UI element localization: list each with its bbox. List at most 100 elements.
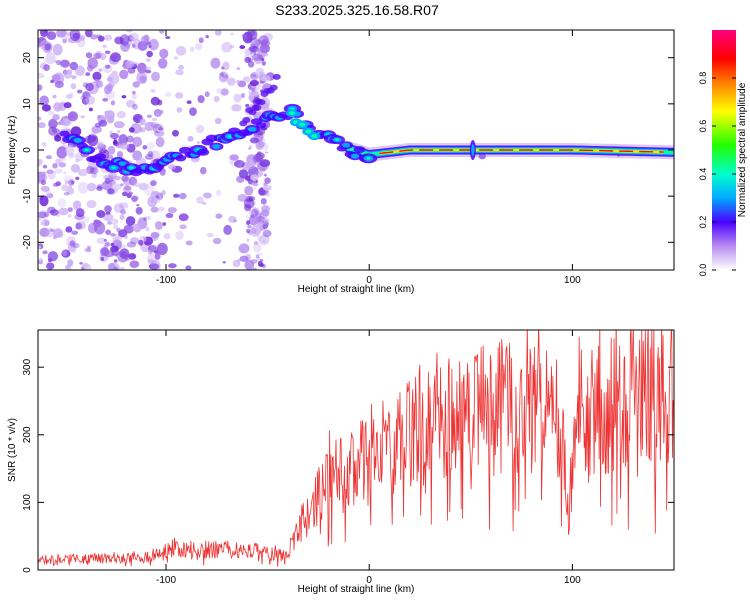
spectrogram-noise-blob <box>128 191 133 196</box>
spectrogram-noise-blob <box>112 139 118 145</box>
spectrogram-noise-blob <box>113 233 120 241</box>
spectrogram-noise-blob <box>66 69 73 74</box>
spectrogram-noise-blob <box>107 145 116 155</box>
spectrogram-noise-blob <box>124 235 128 239</box>
spectrogram-noise-blob <box>221 41 233 53</box>
spectrogram-noise-blob <box>215 213 223 219</box>
spectrogram-noise-blob <box>155 136 165 148</box>
spectrogram-noise-blob <box>174 92 184 99</box>
spectrogram-noise-blob <box>195 124 205 134</box>
spectrogram-cluster-core <box>311 134 318 139</box>
snr-line <box>38 330 674 567</box>
colorbar-tick-label: 0.6 <box>698 120 708 133</box>
spectrogram-noise-blob <box>222 261 226 264</box>
spectrogram-noise-blob <box>157 206 165 212</box>
spectrogram-noise-blob <box>63 192 70 196</box>
spectrogram-noise-blob <box>98 68 103 72</box>
spectrogram-noise-blob <box>187 135 194 142</box>
spectrogram-noise-blob <box>52 162 58 169</box>
spectrogram-noise-blob <box>264 151 269 154</box>
spectrogram-cluster-core <box>305 129 312 134</box>
spectrogram-noise-blob <box>125 99 136 108</box>
spectrogram-noise-blob <box>38 158 43 165</box>
spectrogram-noise-blob <box>111 183 122 191</box>
spectrogram-noise-blob <box>147 196 158 208</box>
spectrogram-noise-blob <box>68 179 75 186</box>
spectrogram-noise-blob <box>42 164 48 169</box>
spectrogram-noise-blob <box>260 198 267 205</box>
spectrogram-noise-blob <box>106 76 113 82</box>
spectrogram-noise-blob <box>212 237 222 245</box>
spectrogram-noise-blob <box>46 169 54 175</box>
spectrogram-noise-blob <box>52 43 63 56</box>
spectrogram-noise-blob <box>121 95 127 99</box>
spectrogram-noise-blob <box>258 35 269 46</box>
spectrogram-noise-blob <box>104 242 111 247</box>
spectrogram-cluster-core <box>299 122 306 127</box>
spectrogram-noise-blob <box>75 221 86 230</box>
spectrogram-noise-blob <box>85 166 95 175</box>
spectrogram-noise-blob <box>147 150 154 158</box>
spectrogram-noise-blob <box>249 225 261 238</box>
spectrogram-noise-blob <box>41 173 48 181</box>
colorbar-tick-label: 0.2 <box>698 216 708 229</box>
spectrogram-ridge-blob-hot <box>366 157 371 160</box>
spectrogram-noise-blob <box>138 239 144 246</box>
spectrogram-noise-blob <box>168 263 177 269</box>
spectrogram-noise-blob <box>165 213 174 219</box>
spectrogram-noise-blob <box>261 75 271 82</box>
spectrogram-noise-blob <box>119 214 125 220</box>
spectrogram-noise-blob <box>250 214 255 219</box>
spectrogram-noise-blob <box>132 81 140 88</box>
spectrogram-noise-blob <box>65 226 73 233</box>
spectrogram-noise-blob <box>119 266 126 270</box>
spectrogram-noise-blob <box>50 79 55 84</box>
spectrogram-noise-blob <box>173 193 180 198</box>
spectrogram-noise-blob <box>109 132 119 140</box>
spectrogram-noise-blob <box>38 43 42 48</box>
spectrogram-noise-blob <box>252 186 257 190</box>
spectrogram-noise-blob <box>148 263 160 270</box>
spectrogram-noise-blob <box>58 207 69 216</box>
spectrogram-noise-blob <box>46 31 57 40</box>
spectrogram-noise-blob <box>92 71 102 81</box>
spectrogram-ridge-blob-core <box>247 126 257 132</box>
spectrogram-noise-blob <box>108 171 117 179</box>
spectrogram-noise-blob <box>49 228 55 233</box>
spectrogram-noise-blob <box>126 241 137 248</box>
snr-xtick-label: 0 <box>366 575 372 586</box>
colorbar: 0.0 0.2 0.4 0.6 0.8 Normalized spectral ampl… <box>698 30 748 276</box>
spectrogram-noise-blob <box>222 74 229 79</box>
spectrogram-noise-blob <box>40 179 47 186</box>
spectrogram-noise-blob <box>94 52 102 59</box>
spectrogram-noise-blob <box>189 107 197 116</box>
spectrogram-noise-blob <box>237 194 248 202</box>
spectrogram-noise-blob <box>119 69 129 80</box>
spectrogram-noise-blob <box>248 146 252 150</box>
spectrogram-noise-blob <box>244 185 254 196</box>
spectrogram-noise-blob <box>45 52 56 64</box>
spectrogram-noise-blob <box>222 61 230 71</box>
spectrogram-noise-blob <box>65 145 75 157</box>
spectrogram-noise-blob <box>126 135 134 143</box>
spectrogram-noise-blob <box>258 234 270 245</box>
spectrogram-noise-blob <box>230 32 234 36</box>
spectrogram-noise-blob <box>201 201 207 205</box>
spectrogram-noise-blob <box>142 223 148 228</box>
spectrogram-noise-blob <box>87 57 98 69</box>
spectrogram-noise-blob <box>94 78 100 84</box>
spectrogram-noise-blob <box>259 159 271 168</box>
spectrogram-noise-blob <box>238 243 250 254</box>
spectrogram-noise-blob <box>234 159 245 168</box>
spectrogram-noise-blob <box>199 166 207 175</box>
spectrogram-noise-blob <box>151 71 160 82</box>
spectrogram-noise-blob <box>40 221 46 226</box>
spectrogram-noise-blob <box>145 66 152 71</box>
spectrogram-noise-blob <box>145 215 151 221</box>
snr-ytick-label: 300 <box>22 358 33 375</box>
spectrogram-noise-blob <box>150 96 160 106</box>
spectrogram-noise-blob <box>244 48 251 56</box>
spectrogram-noise-blob <box>150 231 160 239</box>
spectrogram-noise-blob <box>255 170 264 178</box>
